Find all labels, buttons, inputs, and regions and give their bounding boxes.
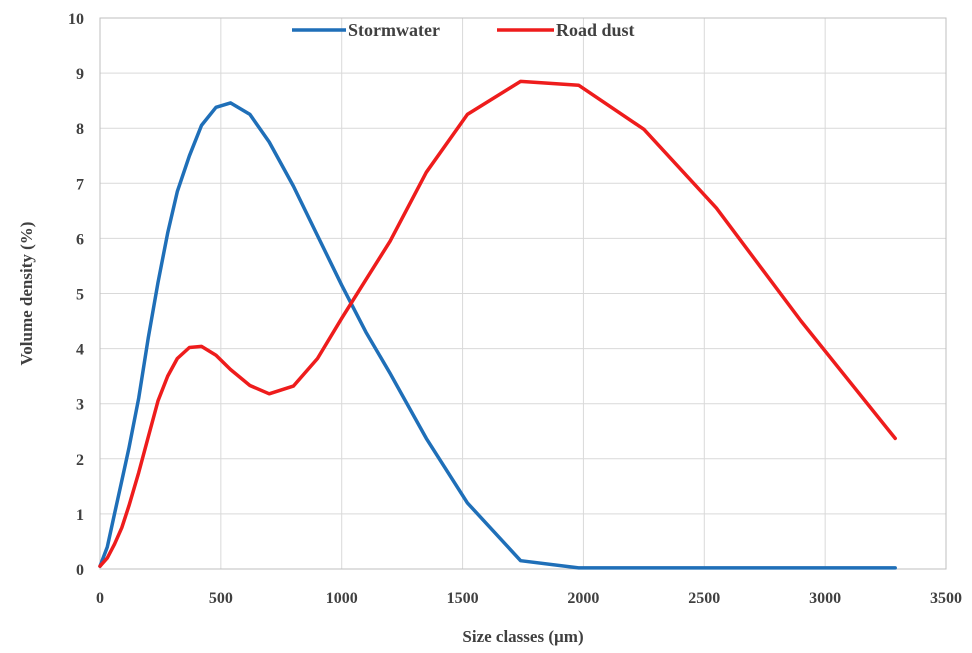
- y-tick-label: 7: [76, 176, 84, 193]
- y-tick-label: 3: [76, 397, 84, 414]
- y-tick-label: 5: [76, 287, 84, 304]
- y-tick-label: 6: [76, 231, 84, 248]
- y-tick-label: 10: [68, 11, 84, 28]
- x-tick-label: 2500: [688, 590, 720, 607]
- plot-area-border: [99, 17, 947, 570]
- x-tick-label: 2000: [567, 590, 599, 607]
- x-axis-title: Size classes (µm): [462, 627, 583, 646]
- series-line-road-dust: [98, 79, 897, 568]
- legend: Stormwater Road dust: [292, 20, 635, 40]
- y-tick-label: 2: [76, 452, 84, 469]
- x-tick-label: 500: [209, 590, 233, 607]
- y-tick-label: 0: [76, 562, 84, 579]
- x-tick-label: 1500: [447, 590, 479, 607]
- y-tick-label: 4: [76, 342, 84, 359]
- x-tick-label: 3000: [809, 590, 841, 607]
- series-lines: [98, 79, 897, 570]
- y-axis-title: Volume density (%): [17, 222, 36, 366]
- legend-label-road-dust: Road dust: [556, 20, 635, 40]
- y-tick-label: 8: [76, 121, 84, 138]
- y-tick-label: 1: [76, 507, 84, 524]
- x-tick-label: 1000: [326, 590, 358, 607]
- legend-label-stormwater: Stormwater: [348, 20, 440, 40]
- x-tick-label: 0: [96, 590, 104, 607]
- series-line-stormwater: [98, 101, 897, 570]
- tick-labels: 0 1 2 3 4 5 6 7 8 9 10 0 500 1000 1500 2000 2500 3000 3500: [68, 11, 962, 607]
- x-tick-label: 3500: [930, 590, 962, 607]
- y-tick-label: 9: [76, 66, 84, 83]
